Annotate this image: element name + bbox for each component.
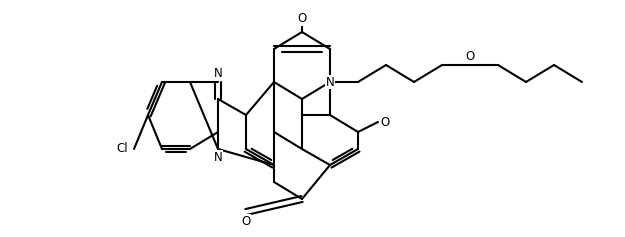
Text: N: N: [326, 76, 334, 88]
Text: O: O: [380, 115, 389, 128]
Text: Cl: Cl: [116, 142, 128, 155]
Text: O: O: [466, 50, 474, 63]
Text: N: N: [214, 67, 222, 80]
Text: N: N: [214, 151, 222, 164]
Text: O: O: [241, 215, 251, 228]
Text: O: O: [298, 12, 307, 25]
